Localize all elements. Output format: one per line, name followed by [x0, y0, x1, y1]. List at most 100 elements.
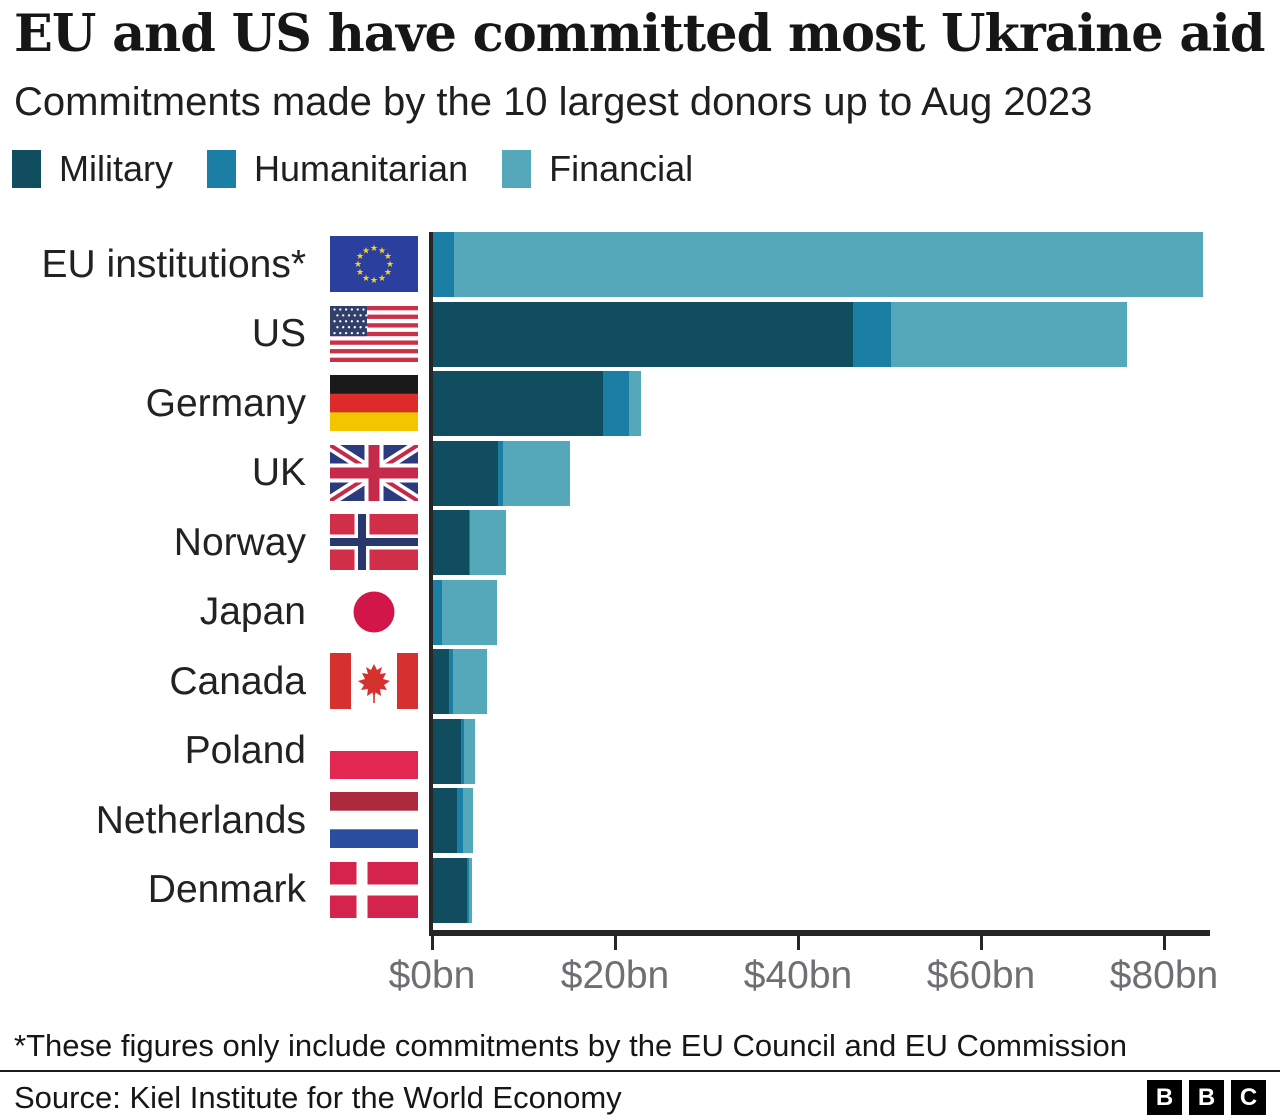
bar-segment-humanitarian [449, 649, 453, 714]
bar-segment-financial [891, 301, 1128, 367]
donor-bar [432, 579, 497, 645]
donor-bar [432, 440, 571, 506]
bar-segment-military [432, 440, 498, 506]
footnote: *These figures only include commitments … [14, 1028, 1128, 1063]
donor-bar [432, 510, 507, 575]
x-axis-tick-mark [1162, 936, 1166, 950]
divider-line [0, 1070, 1280, 1072]
donor-bar [432, 371, 642, 436]
svg-text:★: ★ [356, 268, 364, 278]
poland-flag-icon [330, 722, 418, 779]
donor-row: Germany [0, 371, 1280, 436]
donor-row: Norway [0, 510, 1280, 575]
legend-item-military: Military [12, 148, 173, 190]
financial-swatch-icon [502, 150, 532, 188]
donor-bar [432, 301, 1128, 367]
bar-segment-financial [454, 232, 1203, 297]
canada-flag-icon [330, 653, 418, 709]
bar-segment-military [432, 301, 853, 367]
donor-row: EU institutions* ★ ★ ★ ★ ★ ★ ★ ★ ★ ★ ★ ★ [0, 232, 1280, 297]
x-axis-tick-label: $60bn [926, 954, 1036, 997]
svg-text:★: ★ [378, 246, 386, 256]
bar-segment-financial [462, 788, 473, 853]
norway-flag-icon [330, 514, 418, 570]
donor-bar [432, 788, 473, 853]
donor-label: Denmark [147, 868, 306, 911]
bbc-logo-b1: B [1147, 1080, 1182, 1115]
x-axis-tick-label: $40bn [743, 954, 853, 997]
donor-label: Canada [169, 659, 306, 703]
x-axis-tick-mark [430, 936, 434, 950]
eu-flag-icon: ★ ★ ★ ★ ★ ★ ★ ★ ★ ★ ★ ★ [330, 236, 418, 292]
svg-text:★: ★ [386, 260, 394, 270]
legend-item-financial: Financial [502, 148, 693, 190]
page-title: EU and US have committed most Ukraine ai… [14, 4, 1265, 64]
chart-legend: Military Humanitarian Financial [12, 148, 693, 190]
donor-row: US [0, 301, 1280, 367]
x-axis-tick-label: $20bn [560, 954, 670, 997]
bar-segment-financial [503, 440, 571, 506]
donor-bar [432, 718, 476, 784]
military-swatch-icon [12, 150, 41, 188]
bar-segment-military [432, 371, 604, 436]
x-axis-tick-label: $0bn [388, 954, 476, 997]
source-text: Source: Kiel Institute for the World Eco… [14, 1080, 622, 1115]
legend-label-military: Military [59, 148, 173, 189]
bar-segment-military [432, 718, 462, 784]
donor-bar [432, 857, 472, 923]
uk-flag-icon [330, 444, 418, 501]
bar-segment-humanitarian [468, 510, 471, 575]
chart-subtitle: Commitments made by the 10 largest donor… [14, 80, 1093, 124]
germany-flag-icon [330, 375, 418, 431]
donor-bar [432, 232, 1203, 297]
legend-label-humanitarian: Humanitarian [254, 148, 469, 189]
donor-label: Germany [145, 381, 306, 425]
x-axis-tick-mark [979, 936, 983, 950]
bar-segment-financial [464, 718, 476, 784]
bar-segment-humanitarian [497, 440, 504, 506]
donor-label: EU institutions* [41, 242, 306, 286]
bar-segment-military [432, 857, 467, 923]
x-axis-tick-label: $80bn [1109, 954, 1219, 997]
donor-row: Netherlands [0, 788, 1280, 853]
bar-segment-financial [628, 371, 642, 436]
japan-flag-icon [330, 583, 418, 640]
bbc-logo: B B C [1147, 1080, 1266, 1115]
donor-label: Norway [173, 520, 306, 564]
bar-segment-military [432, 788, 457, 853]
bar-segment-humanitarian [461, 718, 465, 784]
bar-segment-humanitarian [466, 857, 470, 923]
bar-segment-humanitarian [852, 301, 892, 367]
svg-text:★: ★ [356, 252, 364, 262]
bar-segment-humanitarian [456, 788, 463, 853]
donor-row: Japan [0, 579, 1280, 645]
denmark-flag-icon [330, 861, 418, 918]
svg-text:★: ★ [378, 274, 386, 284]
donor-label: Japan [199, 590, 306, 633]
donor-bar [432, 649, 488, 714]
bar-segment-humanitarian [432, 232, 454, 297]
netherlands-flag-icon [330, 792, 418, 848]
stacked-bar-chart: EU institutions* ★ ★ ★ ★ ★ ★ ★ ★ ★ ★ ★ ★ US Germany UK N… [0, 232, 1280, 1022]
svg-text:★: ★ [362, 274, 370, 284]
donor-label: Poland [184, 729, 306, 772]
bar-segment-military [432, 649, 450, 714]
y-axis-line [429, 232, 433, 936]
donor-label: US [251, 312, 306, 355]
bbc-logo-c: C [1231, 1080, 1266, 1115]
legend-item-humanitarian: Humanitarian [207, 148, 468, 190]
donor-label: Netherlands [95, 798, 306, 842]
donor-label: UK [251, 451, 306, 494]
bar-segment-financial [469, 857, 472, 923]
donor-row: Poland [0, 718, 1280, 784]
svg-text:★: ★ [370, 276, 378, 286]
x-axis-line [429, 930, 1210, 936]
svg-text:★: ★ [354, 260, 362, 270]
bbc-logo-b2: B [1189, 1080, 1224, 1115]
bar-segment-financial [452, 649, 488, 714]
bar-segment-financial [470, 510, 507, 575]
svg-text:★: ★ [370, 244, 378, 254]
bar-segment-financial [442, 579, 497, 645]
bar-segment-humanitarian [432, 579, 443, 645]
